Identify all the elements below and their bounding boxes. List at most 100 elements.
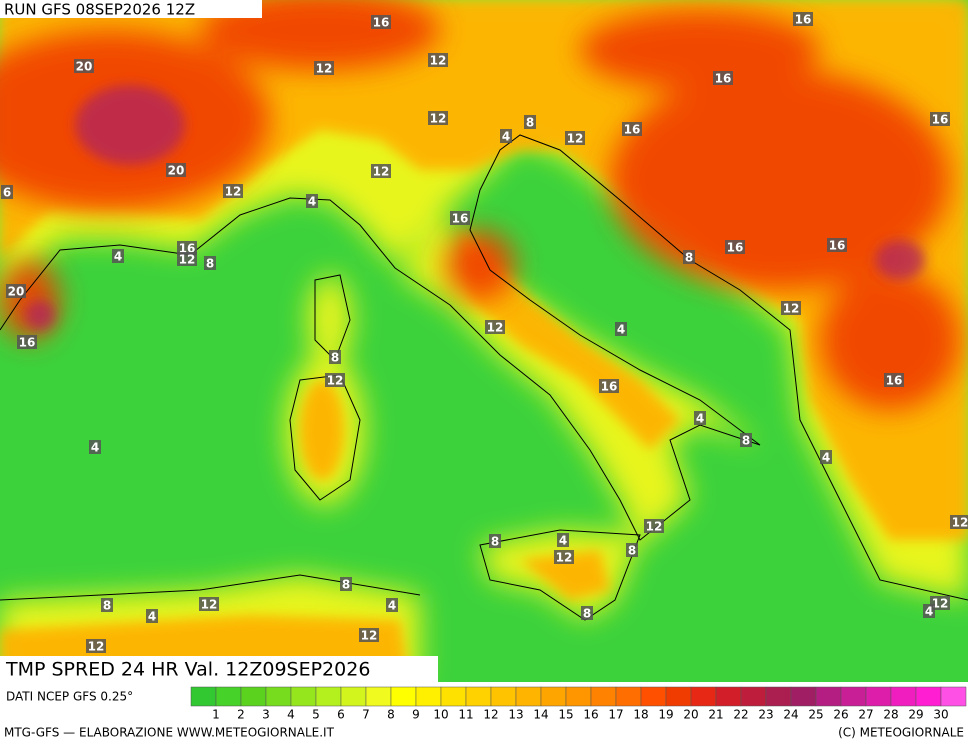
contour-label: 8 [206, 257, 214, 271]
color-swatch [540, 686, 567, 707]
contour-label: 12 [646, 520, 663, 534]
label-box [86, 639, 106, 653]
contour-label: 12 [201, 598, 218, 612]
contour-label: 16 [795, 13, 812, 27]
contour-label: 8 [742, 434, 750, 448]
color-swatch [765, 686, 792, 707]
color-swatch [415, 686, 442, 707]
label-box [581, 606, 593, 620]
color-swatch [865, 686, 892, 707]
contour-label: 16 [452, 212, 469, 226]
label-box [524, 115, 536, 129]
contour-label: 4 [925, 605, 933, 619]
contour-label: 4 [114, 250, 122, 264]
scale-label: 18 [633, 708, 648, 722]
contour-label: 4 [388, 599, 396, 613]
contour-label: 8 [103, 599, 111, 613]
scale-label: 7 [362, 708, 370, 722]
color-swatch [290, 686, 317, 707]
contour-label: 6 [3, 186, 11, 200]
label-box [450, 211, 470, 225]
color-swatch [315, 686, 342, 707]
scale-label: 1 [212, 708, 220, 722]
color-swatch [890, 686, 917, 707]
contour-label: 8 [526, 116, 534, 130]
label-box [500, 129, 512, 143]
contour-label: 16 [19, 336, 36, 350]
label-box [557, 533, 569, 547]
contour-label: 16 [886, 374, 903, 388]
label-box [793, 12, 813, 26]
footer-left: MTG-GFS — ELABORAZIONE WWW.METEOGIORNALE… [4, 726, 335, 740]
label-box [554, 550, 574, 564]
contour-label: 16 [624, 123, 641, 137]
label-box [371, 15, 391, 29]
label-box [6, 284, 26, 298]
color-swatch [615, 686, 642, 707]
contour-label: 4 [91, 441, 99, 455]
header-box [0, 0, 262, 18]
contour-label: 20 [168, 164, 185, 178]
label-box [199, 597, 219, 611]
color-swatch [690, 686, 717, 707]
label-box [694, 411, 706, 425]
color-swatch [215, 686, 242, 707]
label-box [820, 450, 832, 464]
contour-label: 16 [727, 241, 744, 255]
color-swatch [390, 686, 417, 707]
contour-label: 16 [373, 16, 390, 30]
contour-label: 12 [327, 374, 344, 388]
contour-label: 12 [783, 302, 800, 316]
label-box [626, 543, 638, 557]
color-swatch [440, 686, 467, 707]
scale-label: 28 [883, 708, 898, 722]
label-box [485, 320, 505, 334]
label-box [1, 185, 13, 199]
label-box [713, 71, 733, 85]
run-label: RUN GFS 08SEP2026 12Z [4, 1, 195, 19]
scale-label: 6 [337, 708, 345, 722]
contour-label: 12 [487, 321, 504, 335]
contour-label: 12 [567, 132, 584, 146]
label-box [101, 598, 113, 612]
label-box [740, 433, 752, 447]
contour-label: 4 [148, 610, 156, 624]
scale-label: 29 [908, 708, 923, 722]
color-swatch [190, 686, 217, 707]
scale-label: 22 [733, 708, 748, 722]
label-box [89, 440, 101, 454]
map-field [0, 0, 968, 682]
map-title: TMP SPRED 24 HR Val. 12Z09SEP2026 [5, 659, 370, 681]
label-box [306, 194, 318, 208]
footer-right: (C) METEOGIORNALE [838, 726, 964, 740]
label-box [371, 164, 391, 178]
label-box [428, 53, 448, 67]
scale-label: 11 [458, 708, 473, 722]
contour-label: 20 [76, 60, 93, 74]
contour-label: 4 [822, 451, 830, 465]
color-swatch [940, 686, 967, 707]
color-swatch [240, 686, 267, 707]
label-box [166, 163, 186, 177]
contour-label: 16 [932, 113, 949, 127]
label-box [325, 373, 345, 387]
title-box [0, 656, 438, 683]
color-swatch [465, 686, 492, 707]
contour-label: 12 [430, 54, 447, 68]
contour-label: 12 [225, 185, 242, 199]
contour-label: 12 [952, 516, 968, 530]
scale-label: 17 [608, 708, 623, 722]
scale-label: 8 [387, 708, 395, 722]
contour-label: 12 [556, 551, 573, 565]
color-swatch [340, 686, 367, 707]
contour-label: 8 [491, 535, 499, 549]
label-box [884, 373, 904, 387]
scale-label: 24 [783, 708, 798, 722]
scale-label: 13 [508, 708, 523, 722]
label-box [683, 250, 695, 264]
scale-label: 27 [858, 708, 873, 722]
color-swatch [665, 686, 692, 707]
label-box [565, 131, 585, 145]
